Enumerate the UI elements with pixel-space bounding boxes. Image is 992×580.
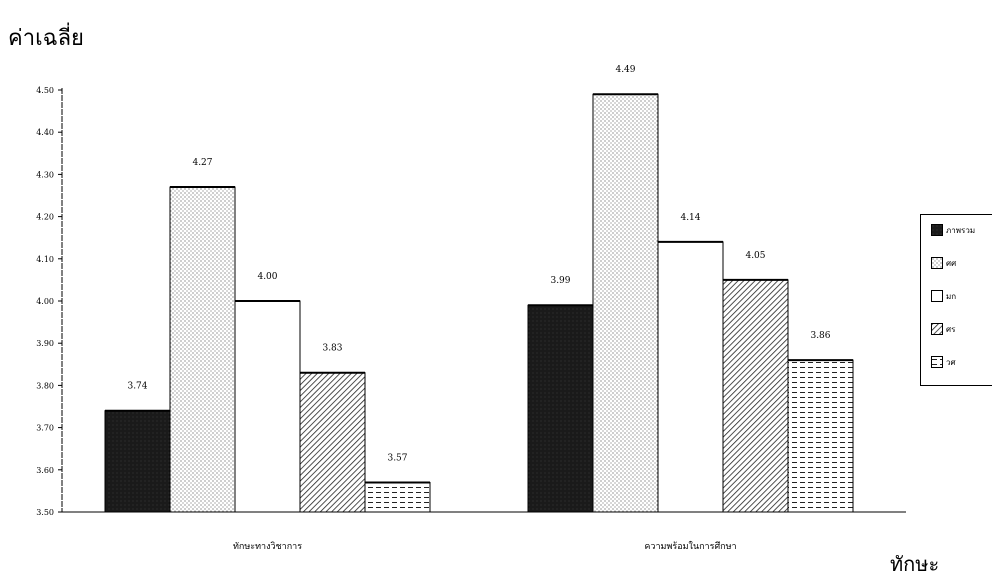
y-tick-label: 4.00 xyxy=(36,297,54,306)
bar-blank xyxy=(657,241,724,513)
bar-value-label: 3.99 xyxy=(550,276,570,286)
legend-item-ws: วศ xyxy=(931,355,956,369)
bar-solid xyxy=(527,304,594,513)
chart-data-labels: 3.74 4.27 4.00 3.83 3.57 ทักษะทางวิชาการ 3.99 4… xyxy=(127,65,830,552)
bar-value-label: 3.86 xyxy=(810,331,830,341)
legend-swatch-dots xyxy=(931,257,943,269)
legend-label: ภาพรวม xyxy=(946,225,976,235)
legend-label: ศร xyxy=(946,324,956,334)
y-tick-label: 3.60 xyxy=(36,466,54,475)
legend-swatch-blank xyxy=(931,290,943,302)
bar-value-label: 4.49 xyxy=(615,65,635,75)
bar-dots xyxy=(592,93,659,513)
bar-diagonal xyxy=(299,372,366,513)
y-axis-title: ค่าเฉลี่ย xyxy=(8,26,84,51)
legend-item-overall: ภาพรวม xyxy=(931,223,975,237)
y-tick-label: 4.50 xyxy=(36,86,54,95)
legend-label: วศ xyxy=(946,357,956,367)
bar-value-label: 4.05 xyxy=(745,251,765,261)
legend-label: ศศ xyxy=(946,258,957,268)
y-tick-label: 3.80 xyxy=(36,381,54,390)
category-label: ความพร้อมในการศึกษา xyxy=(644,541,736,552)
y-tick-label: 3.50 xyxy=(36,508,54,517)
x-axis-title: ทักษะ xyxy=(890,552,940,576)
bar-value-label: 3.74 xyxy=(127,382,147,392)
y-tick-label: 4.20 xyxy=(36,213,54,222)
chart-legend: ภาพรวม ศศ มก ศร วศ xyxy=(920,214,992,386)
bar-value-label: 4.27 xyxy=(192,158,212,168)
bar-dashes xyxy=(364,481,431,513)
y-tick-label: 3.70 xyxy=(36,424,54,433)
legend-item-mk: มก xyxy=(931,289,956,303)
bar-value-label: 4.00 xyxy=(257,272,277,282)
category-label: ทักษะทางวิชาการ xyxy=(233,541,302,552)
legend-label: มก xyxy=(946,291,957,301)
legend-item-sr: ศร xyxy=(931,322,955,336)
bar-value-label: 4.14 xyxy=(680,213,700,223)
bar-blank xyxy=(234,300,301,513)
y-tick-label: 4.30 xyxy=(36,170,54,179)
bar-diagonal xyxy=(722,279,789,513)
bar-solid xyxy=(104,410,171,513)
bar-dots xyxy=(169,186,236,513)
bar-value-label: 3.83 xyxy=(322,344,342,354)
legend-swatch-dashes xyxy=(931,356,943,368)
y-tick-label: 4.10 xyxy=(36,255,54,264)
chart-bars xyxy=(104,93,854,513)
legend-swatch-diagonal xyxy=(931,323,943,335)
legend-item-ss: ศศ xyxy=(931,256,956,270)
bar-value-label: 3.57 xyxy=(387,453,407,463)
legend-swatch-solid xyxy=(931,224,943,236)
y-tick-label: 3.90 xyxy=(36,339,54,348)
y-tick-label: 4.40 xyxy=(36,128,54,137)
bar-dashes xyxy=(787,359,854,513)
